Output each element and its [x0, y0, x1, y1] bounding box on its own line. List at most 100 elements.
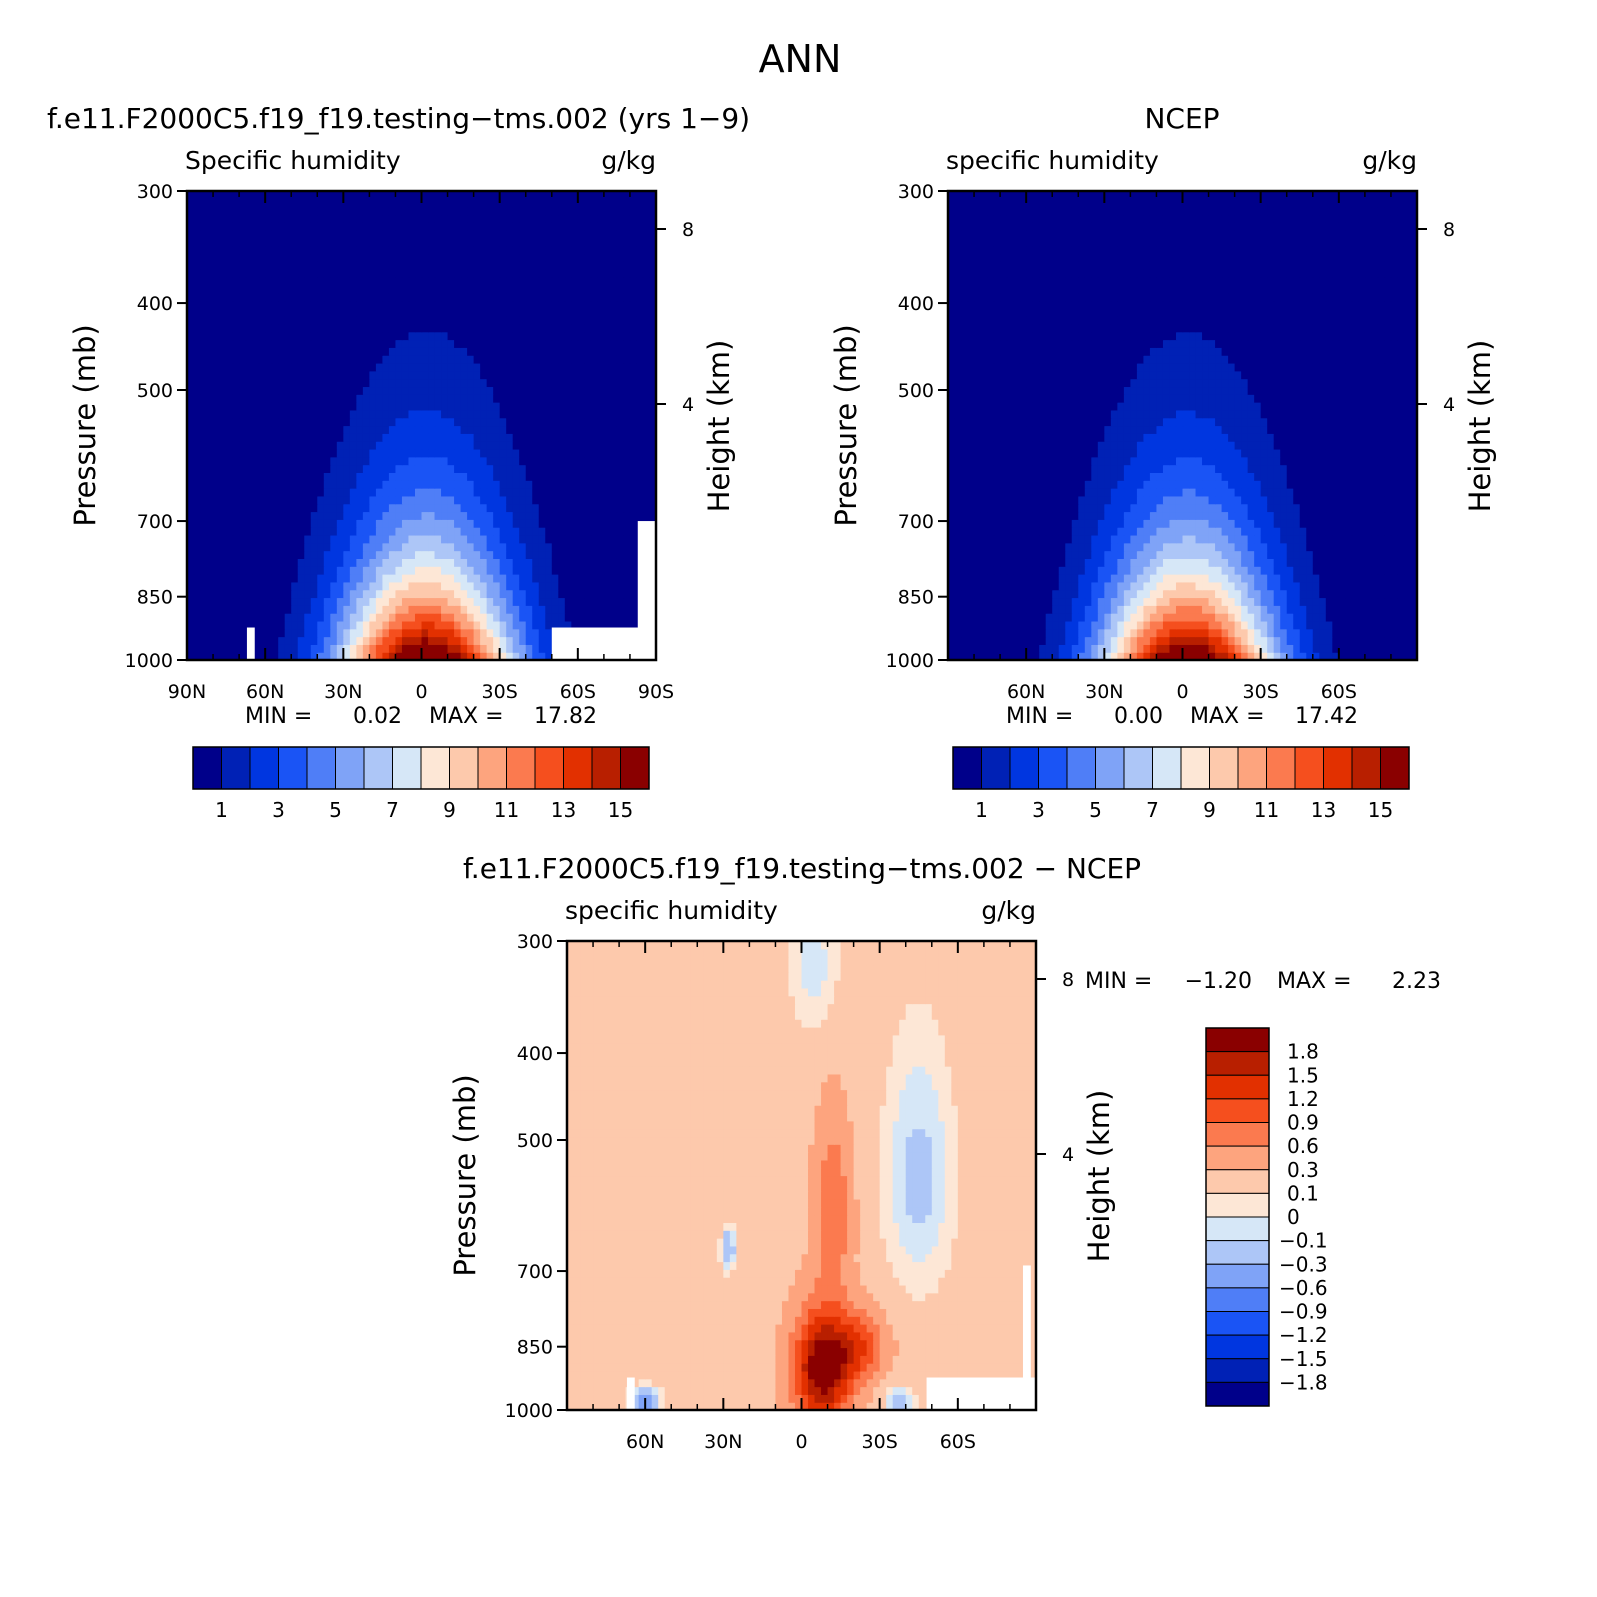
field-cell: [1312, 644, 1320, 653]
field-cell: [460, 503, 468, 513]
field-cell: [551, 300, 559, 309]
field-cell: [323, 222, 331, 231]
field-cell: [395, 284, 403, 294]
field-cell: [1026, 652, 1034, 660]
field-cell: [187, 316, 195, 325]
field-cell: [213, 237, 221, 247]
field-cell: [493, 628, 501, 638]
field-cell: [213, 628, 221, 638]
field-cell: [219, 644, 227, 653]
field-cell: [232, 308, 240, 317]
field-cell: [388, 292, 397, 302]
field-cell: [187, 558, 195, 567]
field-cell: [486, 316, 494, 325]
field-cell: [343, 245, 351, 255]
field-cell: [460, 480, 468, 489]
field-cell: [297, 253, 305, 262]
field-cell: [642, 433, 651, 442]
field-cell: [551, 222, 559, 231]
field-cell: [597, 378, 605, 388]
field-cell: [636, 261, 644, 270]
field-cell: [258, 519, 266, 528]
field-cell: [1189, 628, 1197, 638]
field-cell: [239, 370, 247, 380]
field-cell: [200, 300, 208, 309]
field-cell: [336, 620, 344, 630]
field-cell: [317, 402, 325, 411]
field-cell: [317, 472, 325, 481]
field-cell: [239, 214, 247, 223]
field-cell: [375, 589, 384, 599]
field-cell: [317, 276, 325, 286]
field-cell: [480, 198, 488, 208]
field-cell: [395, 488, 403, 497]
field-cell: [603, 417, 612, 427]
field-cell: [642, 472, 651, 481]
field-cell: [213, 636, 221, 645]
field-cell: [636, 300, 644, 309]
field-cell: [284, 394, 292, 403]
field-cell: [610, 323, 618, 333]
field-cell: [441, 191, 449, 200]
field-cell: [974, 644, 982, 653]
field-cell: [1254, 620, 1262, 630]
field-cell: [519, 269, 527, 278]
field-cell: [421, 417, 429, 427]
field-cell: [369, 480, 377, 489]
field-cell: [642, 198, 651, 208]
field-cell: [434, 620, 442, 630]
field-cell: [571, 581, 579, 591]
field-cell: [278, 456, 286, 466]
field-cell: [375, 198, 384, 208]
field-cell: [525, 394, 533, 403]
field-cell: [506, 503, 514, 513]
field-cell: [538, 394, 546, 403]
field-cell: [232, 425, 240, 434]
field-cell: [395, 386, 403, 395]
field-cell: [219, 613, 227, 622]
field-cell: [506, 628, 514, 638]
field-cell: [603, 620, 612, 630]
field-cell: [538, 503, 546, 513]
field-cell: [206, 386, 214, 395]
field-cell: [206, 292, 214, 302]
field-cell: [473, 269, 481, 278]
field-cell: [551, 261, 559, 270]
field-cell: [493, 448, 501, 458]
field-cell: [408, 308, 416, 317]
field-cell: [297, 441, 305, 450]
field-cell: [1189, 644, 1197, 653]
field-cell: [538, 620, 546, 630]
field-cell: [571, 448, 579, 458]
field-cell: [551, 417, 559, 427]
field-cell: [284, 331, 292, 341]
field-cell: [493, 542, 501, 552]
field-cell: [473, 230, 481, 239]
field-cell: [603, 409, 612, 419]
field-cell: [1358, 613, 1366, 622]
field-cell: [610, 433, 618, 442]
field-cell: [486, 230, 494, 239]
field-cell: [388, 644, 397, 653]
field-cell: [297, 581, 305, 591]
field-cell: [506, 386, 514, 395]
field-cell: [532, 237, 540, 247]
field-cell: [362, 441, 370, 450]
field-cell: [499, 448, 507, 458]
field-cell: [506, 339, 514, 348]
field-cell: [278, 581, 286, 591]
field-cell: [187, 245, 195, 255]
field-cell: [571, 456, 579, 466]
field-cell: [200, 292, 208, 302]
field-cell: [401, 191, 410, 200]
field-cell: [532, 550, 540, 559]
field-cell: [369, 378, 377, 388]
field-cell: [317, 331, 325, 341]
field-cell: [597, 542, 605, 552]
field-cell: [460, 550, 468, 559]
field-cell: [1026, 644, 1034, 653]
field-cell: [597, 198, 605, 208]
field-cell: [310, 620, 318, 630]
field-cell: [421, 527, 429, 536]
field-cell: [375, 347, 384, 356]
